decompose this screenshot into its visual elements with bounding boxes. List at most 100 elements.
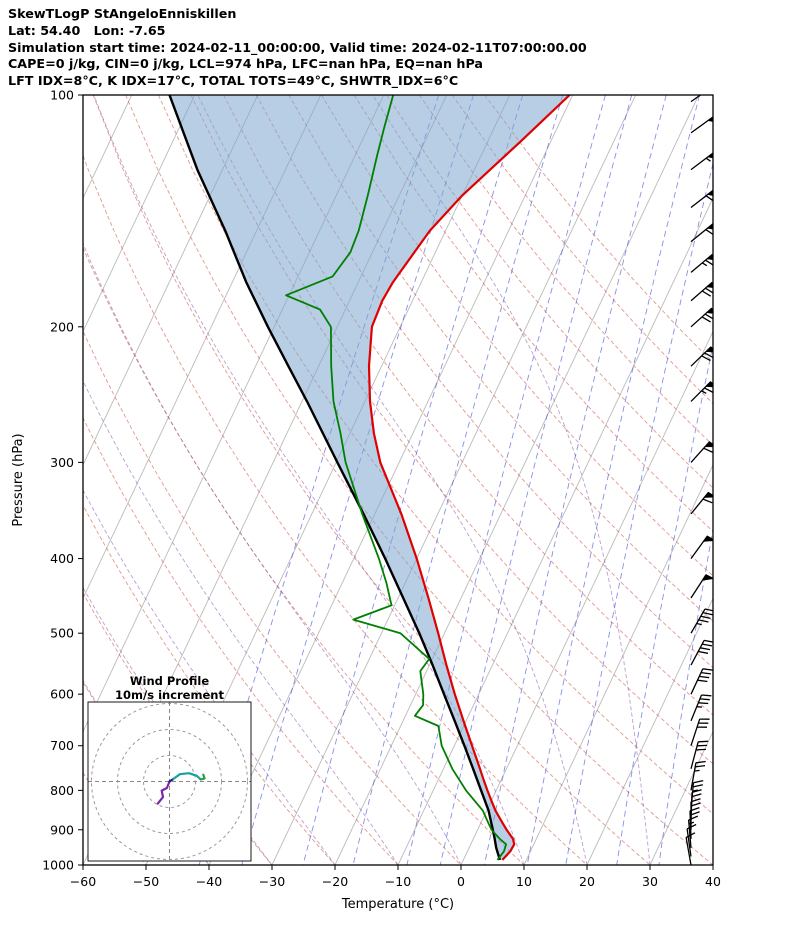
barb-flag: [701, 574, 713, 581]
x-tick-label: −40: [196, 874, 222, 889]
wind-barb: [690, 86, 720, 103]
y-tick-label: 600: [50, 687, 74, 702]
x-tick-label: 0: [457, 874, 465, 889]
barb-full: [701, 290, 712, 297]
barb-flag: [706, 190, 713, 196]
time-line: Simulation start time: 2024-02-11_00:00:…: [8, 39, 587, 55]
x-tick-label: −10: [385, 874, 411, 889]
barb-half: [692, 789, 698, 792]
barb-flag: [706, 223, 713, 230]
x-tick-label: 40: [705, 874, 721, 889]
plot-frame: [82, 94, 714, 866]
barb-full: [703, 447, 713, 453]
barb-full: [702, 668, 713, 671]
barb-staff: [690, 640, 705, 666]
barb-half: [694, 769, 700, 772]
hodograph-grid: [88, 702, 251, 861]
mixing-ratio-line: [439, 95, 633, 865]
barb-staff: [690, 95, 702, 103]
x-axis-label: Temperature (°C): [341, 897, 454, 912]
barb-staff: [690, 782, 695, 811]
y-tick-label: 800: [50, 783, 74, 798]
barb-staff: [687, 819, 692, 848]
hodograph-trace: [199, 773, 206, 781]
barb-staff: [690, 608, 706, 634]
isotherm-line: [586, 597, 713, 865]
barb-staff: [690, 668, 704, 695]
axes: −60 −50 −40 −30 −20 −10 0 10 20 30 40 100 200 300 400 5…: [42, 88, 721, 890]
moist-adiabat-line: [83, 489, 336, 865]
barb-staff: [686, 828, 692, 857]
barb-half: [696, 622, 702, 626]
y-axis-label: Pressure (hPa): [11, 433, 26, 526]
dry-adiabat-line: [83, 154, 588, 865]
barb-full: [701, 355, 711, 362]
background-grid: [0, 95, 713, 865]
barb-half: [702, 262, 708, 267]
isotherm-line: [460, 330, 713, 865]
barb-half: [701, 390, 707, 394]
moist-adiabat-line: [83, 246, 462, 865]
barb-flag: [707, 116, 713, 122]
barb-full: [696, 748, 707, 751]
wind-barb: [690, 346, 713, 367]
barb-flag: [705, 381, 713, 388]
barb-full: [702, 611, 713, 616]
wind-barb: [690, 441, 713, 463]
x-tick-label: −20: [322, 874, 348, 889]
wind-barb: [690, 668, 713, 695]
barb-full: [702, 643, 713, 647]
wind-barb: [690, 740, 709, 769]
x-tick-label: 20: [579, 874, 595, 889]
x-tick-label: 30: [642, 874, 658, 889]
dry-adiabat-line: [255, 95, 713, 669]
wind-barb: [690, 253, 713, 273]
hodograph-inset: [87, 701, 252, 862]
y-tick-label: 1000: [42, 858, 74, 873]
barb-full: [701, 694, 712, 697]
wind-barb: [690, 694, 712, 722]
dry-adiabat-line: [83, 416, 399, 865]
y-tick-label: 700: [50, 738, 74, 753]
wind-barb: [690, 779, 704, 811]
barb-full: [692, 784, 703, 788]
wind-barb: [690, 608, 713, 634]
barb-flag: [704, 441, 713, 448]
cape-shade-region: [169, 95, 570, 860]
barb-full: [699, 698, 710, 701]
mixing-ratio-line: [406, 95, 606, 865]
barb-full: [695, 760, 706, 764]
barb-flag: [702, 535, 713, 542]
hodograph-title: Wind Profile: [130, 674, 210, 688]
isotherm-line: [334, 95, 700, 865]
cape-cin-line: CAPE=0 j/kg, CIN=0 j/kg, LCL=974 hPa, LF…: [8, 56, 483, 72]
dry-adiabat-line: [451, 95, 713, 405]
dry-adiabat-line: [484, 95, 713, 364]
barb-flag: [705, 346, 713, 353]
hodograph-ring: [143, 755, 196, 808]
y-tick-label: 900: [50, 822, 74, 837]
latlon-line: Lat: 54.40 Lon: -7.65: [8, 22, 166, 38]
sounding-profiles: [168, 95, 571, 861]
barb-full: [698, 650, 709, 654]
y-tick-label: 300: [50, 455, 74, 470]
mixing-ratio-line: [565, 161, 713, 865]
isotherm-line: [397, 197, 713, 865]
moist-adiabat-line: [83, 379, 399, 865]
wind-barb: [690, 307, 713, 328]
isotherm-line: [0, 95, 6, 865]
hodograph-ring: [117, 729, 222, 834]
barb-full: [698, 619, 709, 623]
mixing-ratio-line: [352, 95, 564, 865]
barb-flag: [708, 86, 720, 93]
y-tick-label: 500: [50, 626, 74, 641]
isotherm-line: [712, 863, 713, 865]
wind-barb: [690, 760, 706, 791]
x-tick-label: −60: [70, 874, 96, 889]
hodograph-subtitle: 10m/s increment: [115, 688, 224, 702]
barb-full: [698, 702, 709, 705]
moist-adiabat-line: [372, 95, 651, 865]
wind-barb: [690, 574, 713, 599]
